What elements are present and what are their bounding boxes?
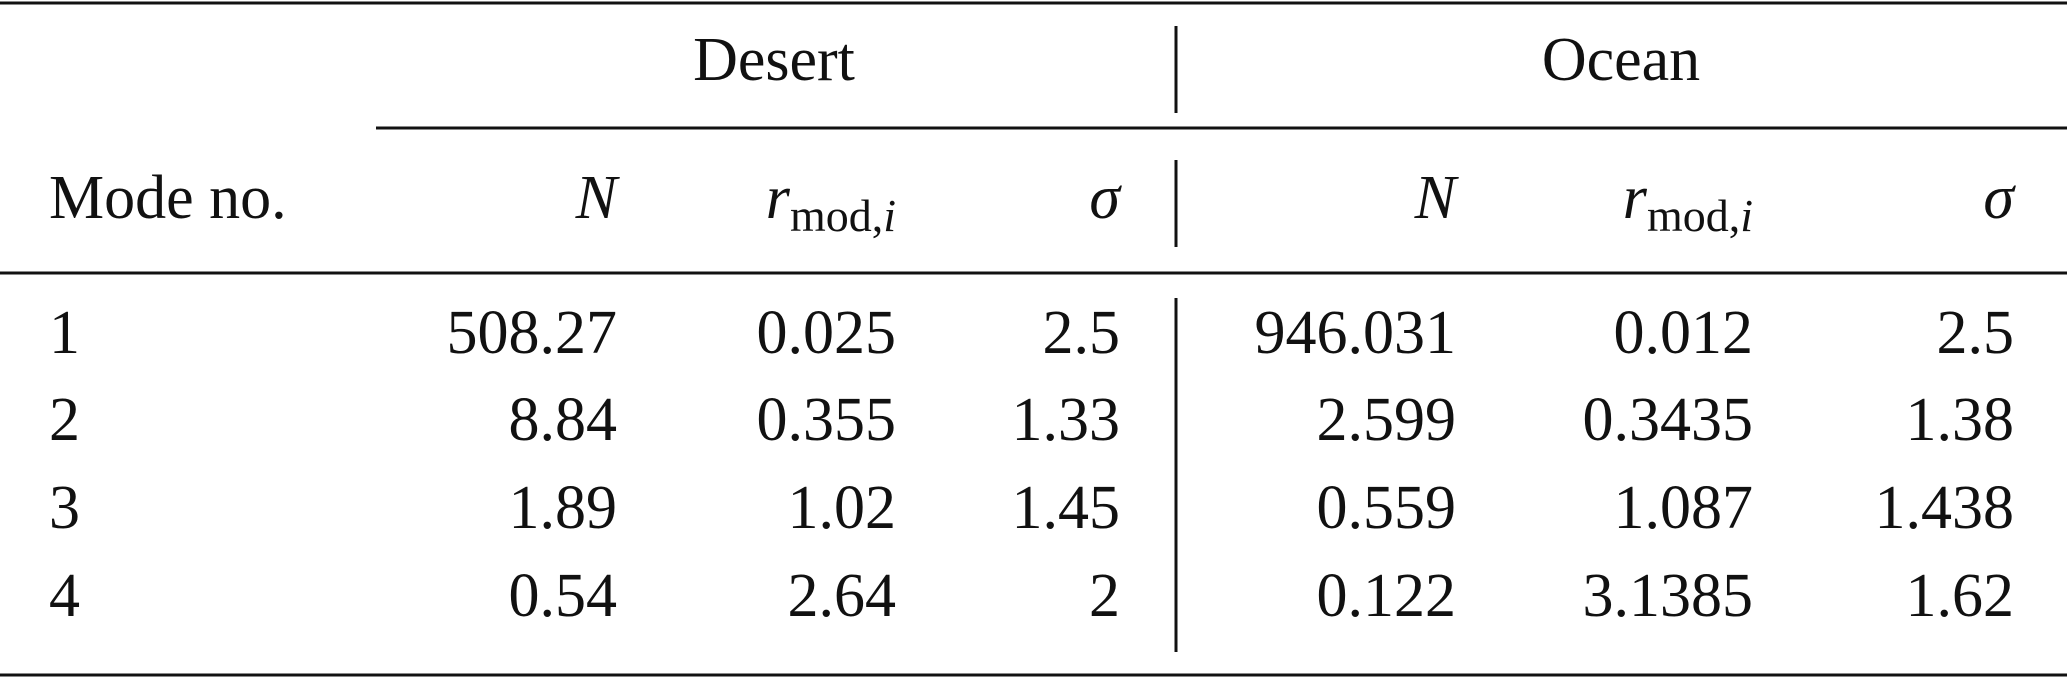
subscript: mod, [1647, 190, 1740, 241]
cell: 3.1385 [1583, 562, 1754, 630]
header-cell: N [575, 164, 621, 232]
header-cell: N [1414, 164, 1460, 232]
row-label: 1 [49, 299, 80, 367]
cell: 1.89 [509, 474, 618, 542]
cell: 0.3435 [1583, 386, 1754, 454]
cell: 1.02 [788, 474, 897, 542]
group-header: Desert [693, 26, 855, 94]
header-cell: rmod,i [766, 164, 896, 240]
cell: 1.45 [1012, 474, 1121, 542]
cell: 1.087 [1614, 474, 1754, 542]
cell: 1.438 [1875, 474, 2015, 542]
symbol: r [766, 164, 791, 232]
symbol: σ [1983, 164, 2016, 232]
cell: 2.5 [1043, 299, 1121, 367]
cell: 0.012 [1614, 299, 1754, 367]
row-label: 3 [49, 474, 80, 542]
subscript-index: i [1740, 190, 1753, 241]
cell: 1.62 [1906, 562, 2015, 630]
cell: 2.5 [1937, 299, 2015, 367]
subscript: mod, [790, 190, 883, 241]
cell: 0.025 [757, 299, 897, 367]
symbol: r [1623, 164, 1648, 232]
group-header: Ocean [1542, 26, 1700, 94]
cell: 0.54 [509, 562, 618, 630]
cell: 0.122 [1317, 562, 1457, 630]
cell: 2 [1089, 562, 1120, 630]
cell: 2.64 [788, 562, 897, 630]
symbol: σ [1089, 164, 1122, 232]
symbol: N [1414, 164, 1460, 232]
cell: 2.599 [1317, 386, 1457, 454]
header-cell: rmod,i [1623, 164, 1753, 240]
cell: 508.27 [447, 299, 618, 367]
cell: 0.559 [1317, 474, 1457, 542]
row-label: 2 [49, 386, 80, 454]
cell: 8.84 [509, 386, 618, 454]
subscript-index: i [883, 190, 896, 241]
header-cell: σ [1983, 164, 2016, 232]
cell: 1.33 [1012, 386, 1121, 454]
header-cell: Mode no. [49, 164, 287, 232]
symbol: N [575, 164, 621, 232]
cell: 0.355 [757, 386, 897, 454]
cell: 946.031 [1255, 299, 1457, 367]
row-label: 4 [49, 562, 80, 630]
header-cell: σ [1089, 164, 1122, 232]
cell: 1.38 [1906, 386, 2015, 454]
